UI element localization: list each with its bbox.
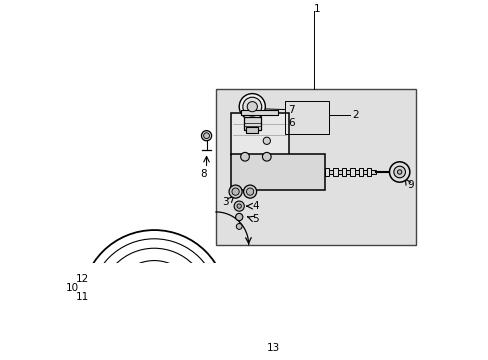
Circle shape — [141, 289, 167, 316]
Circle shape — [247, 102, 257, 112]
Circle shape — [70, 280, 79, 289]
Circle shape — [243, 97, 261, 116]
Text: 10: 10 — [65, 283, 79, 293]
Circle shape — [243, 185, 256, 198]
Bar — [324, 168, 328, 176]
Circle shape — [265, 272, 272, 279]
Bar — [366, 168, 371, 176]
Circle shape — [260, 329, 265, 335]
Circle shape — [237, 204, 241, 208]
Circle shape — [71, 296, 77, 302]
Bar — [328, 170, 333, 174]
Bar — [346, 170, 349, 174]
Circle shape — [203, 133, 209, 139]
Circle shape — [292, 296, 298, 302]
Circle shape — [228, 185, 242, 198]
Circle shape — [201, 131, 211, 141]
Bar — [371, 170, 375, 174]
Bar — [241, 110, 277, 114]
Text: 7: 7 — [287, 104, 294, 114]
Circle shape — [263, 137, 270, 144]
Text: 3: 3 — [222, 197, 228, 207]
Bar — [341, 168, 346, 176]
Circle shape — [393, 166, 405, 178]
Bar — [230, 154, 324, 190]
Circle shape — [65, 276, 83, 293]
Bar — [354, 170, 358, 174]
Circle shape — [234, 201, 244, 211]
Text: 8: 8 — [200, 169, 206, 179]
Bar — [259, 296, 299, 336]
Bar — [362, 170, 366, 174]
Circle shape — [265, 279, 272, 287]
Circle shape — [397, 170, 401, 174]
Circle shape — [267, 304, 290, 327]
Bar — [216, 89, 415, 244]
Bar — [230, 113, 288, 155]
Text: 9: 9 — [406, 180, 413, 190]
Text: 5: 5 — [252, 214, 258, 224]
Circle shape — [265, 265, 272, 272]
Text: 2: 2 — [352, 111, 358, 120]
Text: 6: 6 — [287, 118, 294, 128]
Bar — [243, 117, 261, 130]
Text: 4: 4 — [252, 201, 258, 211]
Circle shape — [147, 296, 161, 310]
Circle shape — [389, 162, 409, 182]
Circle shape — [235, 213, 243, 221]
Bar — [333, 168, 337, 176]
Circle shape — [292, 329, 298, 335]
Circle shape — [231, 188, 239, 195]
Bar — [358, 168, 362, 176]
Circle shape — [260, 296, 265, 302]
Text: 13: 13 — [266, 343, 280, 354]
Circle shape — [272, 308, 286, 323]
Circle shape — [236, 224, 242, 229]
Circle shape — [68, 293, 81, 306]
Bar — [337, 170, 341, 174]
Bar — [285, 101, 328, 134]
Text: 11: 11 — [76, 292, 89, 302]
Text: 12: 12 — [76, 274, 89, 284]
Bar — [349, 168, 354, 176]
Circle shape — [246, 188, 253, 195]
Bar — [73, 268, 131, 317]
Bar — [246, 127, 258, 133]
Circle shape — [240, 152, 249, 161]
Text: 1: 1 — [313, 4, 320, 14]
Circle shape — [262, 152, 271, 161]
Circle shape — [239, 94, 265, 120]
